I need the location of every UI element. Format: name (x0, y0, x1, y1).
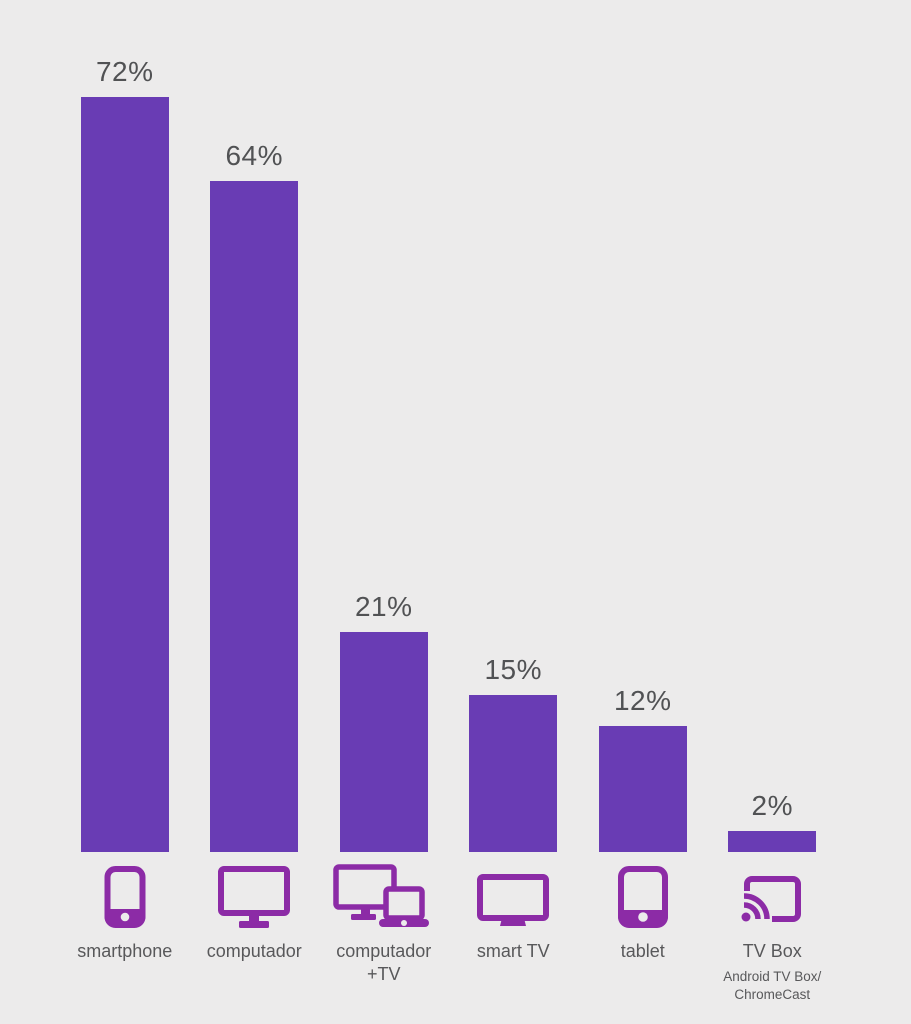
monitor-laptop-icon (333, 864, 435, 928)
category-sublabel-tv-box: Android TV Box/ChromeCast (723, 968, 822, 1003)
tv-icon (477, 865, 550, 928)
value-label-tablet: 12% (613, 685, 672, 716)
category-label-tv-box: TV Box (742, 941, 802, 961)
tablet-icon (617, 865, 669, 928)
bar-column-computador: 64% (190, 140, 320, 852)
value-label-tv-box: 2% (751, 790, 793, 821)
category-label-computador: computador (206, 941, 302, 961)
category-label-computador-tv: computador +TV (336, 941, 432, 984)
monitor-icon (218, 865, 291, 928)
bar-column-tv-box: 2% (708, 790, 838, 852)
category-label-smartphone: smartphone (77, 941, 173, 961)
bar-column-computador-tv: 21% (319, 591, 449, 852)
legend-cell-smartphone: smartphone (60, 852, 190, 1005)
bar-computador-tv (339, 632, 428, 852)
bar-smartphone (80, 97, 169, 852)
legend-cell-computador: computador (190, 852, 320, 1005)
value-label-smartphone: 72% (95, 56, 154, 87)
cast-icon (736, 865, 808, 928)
value-label-smart-tv: 15% (484, 654, 543, 685)
category-label-tablet: tablet (620, 941, 665, 961)
bar-tv-box (728, 831, 817, 852)
bar-computador (210, 181, 299, 852)
bar-column-smartphone: 72% (60, 56, 190, 852)
smartphone-icon (103, 865, 147, 928)
bar-column-smart-tv: 15% (449, 654, 579, 852)
bar-smart-tv (469, 695, 558, 852)
legend-cell-tablet: tablet (578, 852, 708, 1005)
value-label-computador-tv: 21% (354, 591, 413, 622)
bar-tablet (598, 726, 687, 852)
bars-row: 72% 64% 21% 15% 12% 2% (60, 0, 840, 852)
legend-cell-tv-box: TV Box Android TV Box/ChromeCast (708, 852, 838, 1005)
category-label-smart-tv: smart TV (476, 941, 550, 961)
legend-cell-computador-tv: computador +TV (319, 852, 449, 1005)
category-row: smartphone computador computador +TV smart T… (60, 852, 840, 1005)
legend-cell-smart-tv: smart TV (449, 852, 579, 1005)
bar-column-tablet: 12% (578, 685, 708, 852)
value-label-computador: 64% (225, 140, 284, 171)
